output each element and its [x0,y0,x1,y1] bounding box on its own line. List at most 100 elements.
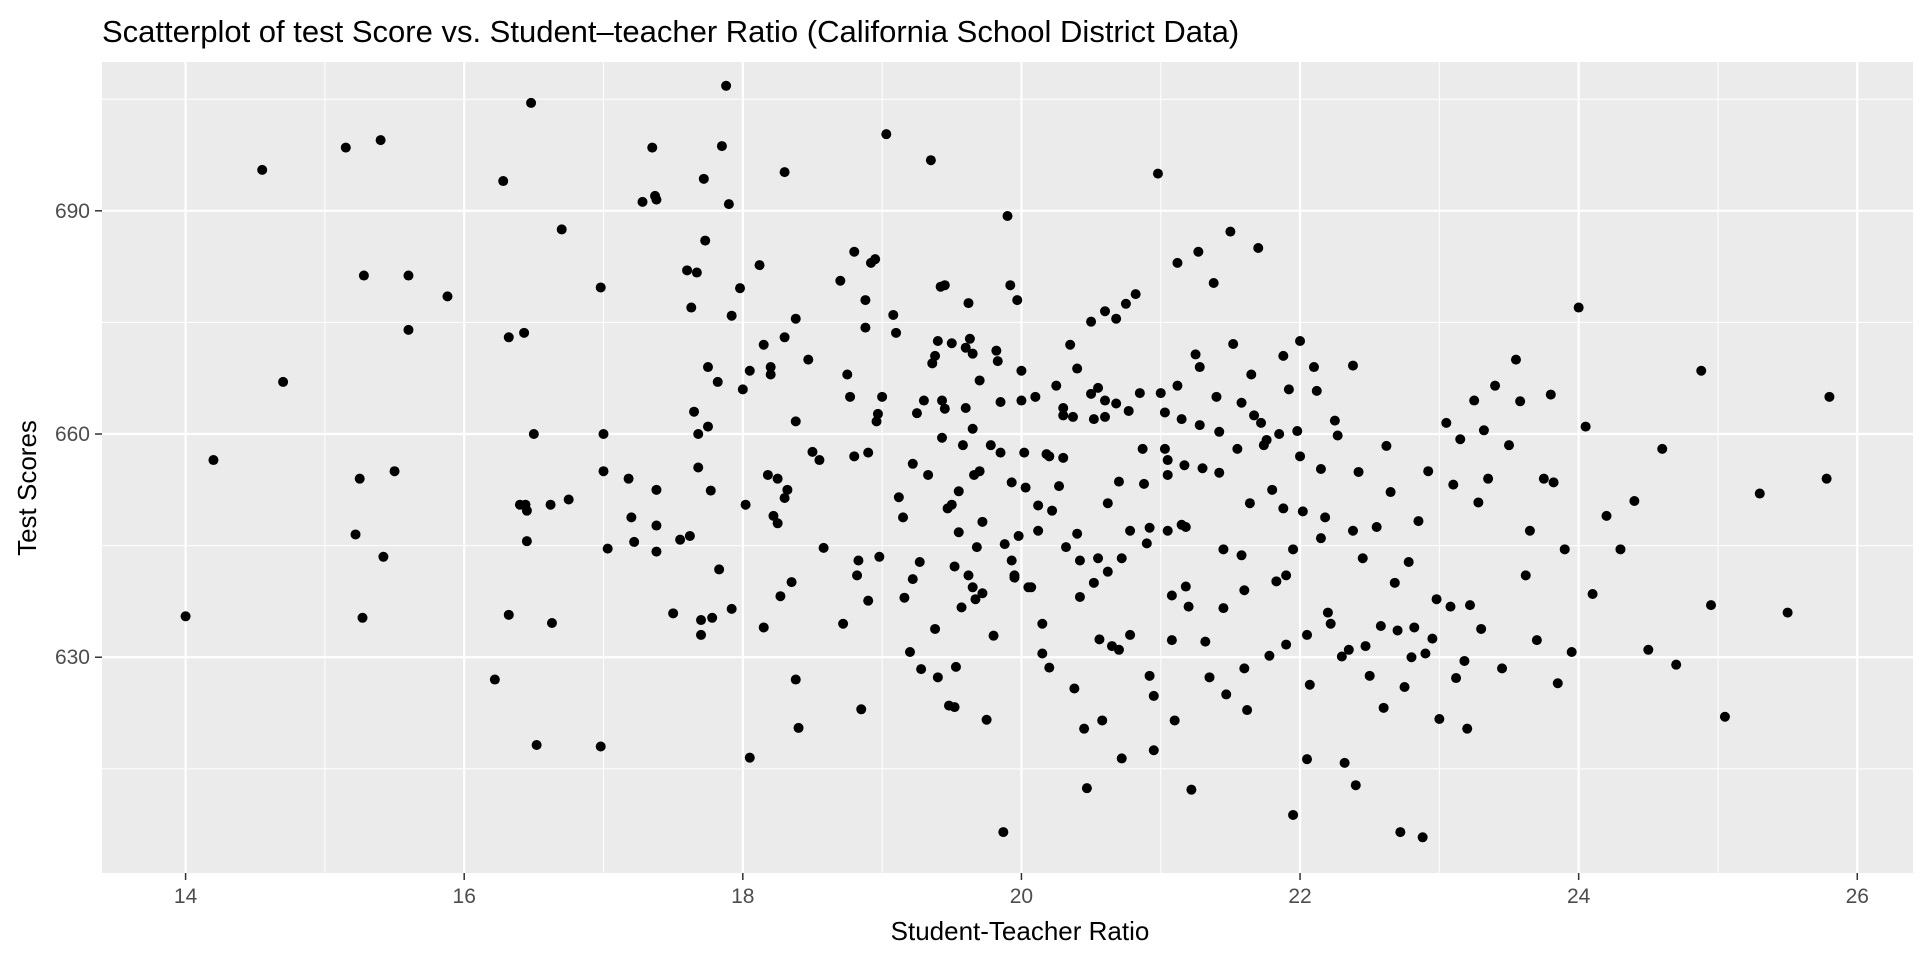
data-point [1236,550,1247,561]
data-point [1009,572,1020,583]
data-point [696,629,707,640]
data-point [772,518,783,529]
data-point [932,672,943,683]
data-point [503,332,514,343]
data-point [1054,481,1065,492]
data-point [1111,313,1122,324]
data-point [1113,644,1124,655]
data-point [1088,577,1099,588]
data-point [768,510,779,521]
data-point [1197,463,1208,474]
data-point [1754,488,1765,499]
data-point [1218,603,1229,614]
data-point [930,623,941,634]
data-point [1020,482,1031,493]
data-point [563,494,574,505]
data-point [700,235,711,246]
data-point [1037,648,1048,659]
data-point [960,402,971,413]
data-point [1395,827,1406,838]
data-point [1353,466,1364,477]
data-point [956,602,967,613]
data-point [503,609,514,620]
data-point [1357,553,1368,564]
data-point [1292,426,1303,437]
data-point [1297,506,1308,517]
data-point [1016,395,1027,406]
plot-panel [102,62,1913,873]
data-point [1058,410,1069,421]
data-point [1116,553,1127,564]
data-point [1325,618,1336,629]
data-point [937,395,948,406]
data-point [1067,411,1078,422]
x-tick-label: 24 [1567,885,1591,908]
data-point [1315,463,1326,474]
data-point [1473,497,1484,508]
data-point [696,615,707,626]
data-point [1102,566,1113,577]
data-point [1552,678,1563,689]
data-point [526,97,537,108]
data-point [974,466,985,477]
data-point [1295,336,1306,347]
data-point [1065,339,1076,350]
data-point [1427,633,1438,644]
data-point [932,336,943,347]
data-point [971,542,982,553]
data-point [1102,498,1113,509]
data-point [1239,663,1250,674]
data-point [925,155,936,166]
data-point [1225,226,1236,237]
data-point [949,702,960,713]
data-point [693,429,704,440]
data-point [1218,544,1229,555]
data-point [1204,672,1215,683]
data-point [1208,277,1219,288]
data-point [1047,505,1058,516]
data-point [1399,681,1410,692]
data-point [953,486,964,497]
data-point [790,313,801,324]
data-point [960,342,971,353]
data-point [1389,577,1400,588]
data-point [849,246,860,257]
data-point [1322,607,1333,618]
grid-lines [102,62,1913,873]
data-point [668,608,679,619]
data-point [1159,407,1170,418]
data-point [647,142,658,153]
data-point [1329,415,1340,426]
data-point [623,473,634,484]
data-point [1086,388,1097,399]
data-point [1094,634,1105,645]
data-point [1339,757,1350,768]
data-point [1302,754,1313,765]
data-point [957,440,968,451]
data-point [874,551,885,562]
data-point [1601,510,1612,521]
data-point [1566,647,1577,658]
data-point [779,332,790,343]
data-point [693,462,704,473]
data-point [849,451,860,462]
data-point [1239,585,1250,596]
data-point [1332,430,1343,441]
data-point [852,570,863,581]
data-point [378,551,389,562]
data-point [779,167,790,178]
data-point [698,173,709,184]
data-point [1026,582,1037,593]
data-point [893,492,904,503]
data-point [1232,443,1243,454]
x-tick-label: 22 [1288,885,1311,908]
data-point [689,406,700,417]
x-tick-label: 20 [1010,885,1033,908]
data-point [950,661,961,672]
y-axis: 630 660 690 [55,200,102,669]
data-point [995,447,1006,458]
data-point [974,375,985,386]
data-point [937,432,948,443]
data-point [1051,380,1062,391]
